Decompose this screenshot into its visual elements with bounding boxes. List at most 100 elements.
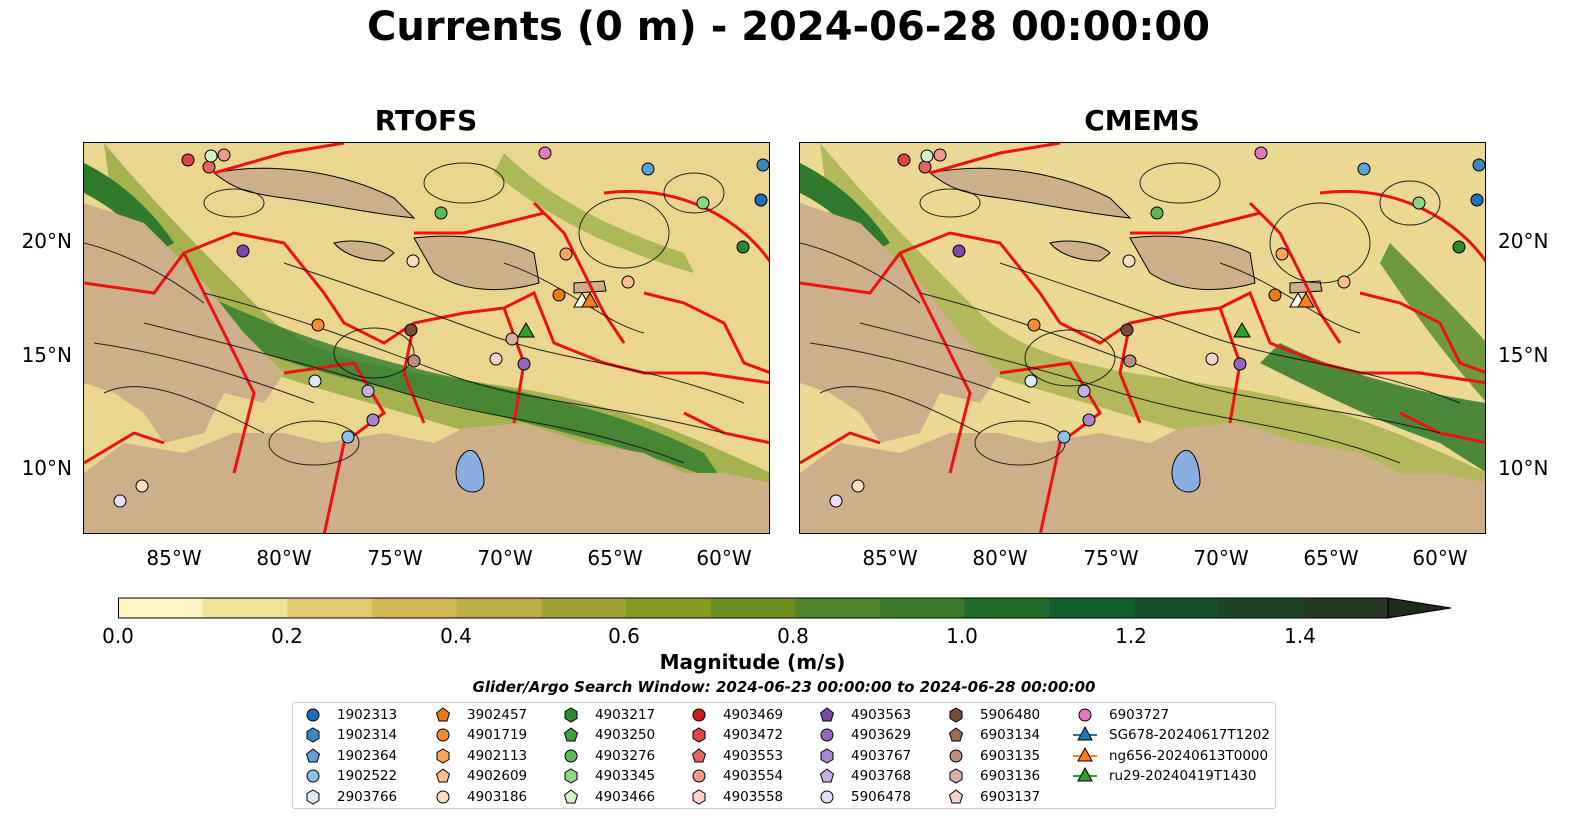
hexagon-marker-icon xyxy=(949,768,963,784)
rtofs-map[interactable] xyxy=(83,142,770,534)
legend-item-label: 4903217 xyxy=(595,707,656,723)
lat-label-15n-right: 15°N xyxy=(1498,343,1549,367)
circle-marker-icon xyxy=(949,749,963,763)
pentagon-marker-icon xyxy=(435,707,451,722)
lat-label-20n-right: 20°N xyxy=(1498,229,1549,253)
circle-marker-icon xyxy=(306,769,320,783)
legend-item-label: 4903563 xyxy=(851,707,912,723)
colorbar-segment xyxy=(964,598,1050,618)
pentagon-marker-icon xyxy=(691,748,707,763)
legend-item-label: 1902522 xyxy=(337,768,398,784)
legend-item-label: 4903469 xyxy=(723,707,784,723)
legend-item-label: 6903136 xyxy=(980,768,1041,784)
legend-item-label: 5906478 xyxy=(851,789,912,805)
legend-item-label: 4903466 xyxy=(595,789,656,805)
triangle-line-marker-icon xyxy=(1073,766,1097,782)
legend-item-label: 4903767 xyxy=(851,748,912,764)
hexagon-marker-icon xyxy=(692,789,706,805)
legend-item-label: 1902314 xyxy=(337,727,398,743)
lat-label-20n-left: 20°N xyxy=(21,229,72,253)
circle-marker-icon xyxy=(564,749,578,763)
colorbar-segment xyxy=(541,598,627,618)
rtofs-map-canvas xyxy=(84,143,769,533)
colorbar-segment xyxy=(880,598,966,618)
pentagon-marker-icon xyxy=(948,727,964,742)
lon-label-75w-rtofs: 75°W xyxy=(367,546,423,570)
legend-item-label: 6903137 xyxy=(980,789,1041,805)
legend-item-label: 1902364 xyxy=(337,748,398,764)
colorbar-segment xyxy=(626,598,712,618)
colorbar-tick-7: 1.4 xyxy=(1284,624,1316,648)
lat-label-15n-left: 15°N xyxy=(21,343,72,367)
circle-marker-icon xyxy=(436,790,450,804)
colorbar-segment xyxy=(795,598,881,618)
lat-label-10n-left: 10°N xyxy=(21,456,72,480)
legend-item-label: 2903766 xyxy=(337,789,398,805)
colorbar-extend-arrow xyxy=(1387,597,1452,619)
triangle-line-marker-icon xyxy=(1073,725,1097,741)
legend-item-label: 4903768 xyxy=(851,768,912,784)
lat-label-10n-right: 10°N xyxy=(1498,456,1549,480)
hexagon-marker-icon xyxy=(820,748,834,764)
lon-label-70w-rtofs: 70°W xyxy=(477,546,533,570)
lon-label-85w-cmems: 85°W xyxy=(862,546,918,570)
legend-item-label: SG678-20240617T1202 xyxy=(1109,727,1270,743)
legend-item-label: 4902609 xyxy=(467,768,528,784)
colorbar-segment xyxy=(710,598,796,618)
lon-label-65w-cmems: 65°W xyxy=(1303,546,1359,570)
hexagon-marker-icon xyxy=(692,727,706,743)
legend-item-label: 6903134 xyxy=(980,727,1041,743)
colorbar-tick-1: 0.2 xyxy=(271,624,303,648)
legend-item-label: ru29-20240419T1430 xyxy=(1109,768,1257,784)
legend-item-label: 3902457 xyxy=(467,707,528,723)
legend-item-label: 5906480 xyxy=(980,707,1041,723)
hexagon-marker-icon xyxy=(949,707,963,723)
triangle-line-marker-icon xyxy=(1073,746,1097,762)
legend-item-label: 4903186 xyxy=(467,789,528,805)
pentagon-marker-icon xyxy=(819,707,835,722)
colorbar-segment xyxy=(1134,598,1220,618)
legend-item-label: 6903727 xyxy=(1109,707,1170,723)
circle-marker-icon xyxy=(820,790,834,804)
hexagon-marker-icon xyxy=(306,727,320,743)
circle-marker-icon xyxy=(1078,708,1092,722)
pentagon-marker-icon xyxy=(563,789,579,804)
colorbar-segment xyxy=(1218,598,1304,618)
colorbar-segment xyxy=(456,598,542,618)
colorbar-segment xyxy=(1303,598,1389,618)
lon-label-60w-rtofs: 60°W xyxy=(696,546,752,570)
legend-item-label: 4903629 xyxy=(851,727,912,743)
circle-marker-icon xyxy=(692,769,706,783)
pentagon-marker-icon xyxy=(819,768,835,783)
hexagon-marker-icon xyxy=(564,707,578,723)
colorbar-segment xyxy=(287,598,373,618)
cmems-map[interactable] xyxy=(799,142,1486,534)
circle-marker-icon xyxy=(306,708,320,722)
legend-item-label: ng656-20240613T0000 xyxy=(1109,748,1269,764)
circle-marker-icon xyxy=(820,728,834,742)
pentagon-marker-icon xyxy=(948,789,964,804)
legend-item-label: 4901719 xyxy=(467,727,528,743)
colorbar-segment xyxy=(1049,598,1135,618)
colorbar-tick-5: 1.0 xyxy=(946,624,978,648)
hexagon-marker-icon xyxy=(306,789,320,805)
colorbar-segment xyxy=(118,598,204,618)
legend-item-label: 4903276 xyxy=(595,748,656,764)
colorbar-tick-4: 0.8 xyxy=(777,624,809,648)
lon-label-85w-rtofs: 85°W xyxy=(146,546,202,570)
search-window-text: Glider/Argo Search Window: 2024-06-23 00… xyxy=(472,678,1096,696)
lon-label-70w-cmems: 70°W xyxy=(1193,546,1249,570)
legend-item-label: 4903554 xyxy=(723,768,784,784)
legend: 1902313 1902314 1902364 1902522 2903766 39024… xyxy=(292,702,1276,809)
rtofs-panel-title: RTOFS xyxy=(374,104,478,137)
magnitude-colorbar xyxy=(118,597,1452,619)
pentagon-marker-icon xyxy=(563,727,579,742)
legend-item-label: 6903135 xyxy=(980,748,1041,764)
colorbar-border xyxy=(118,597,1389,619)
colorbar-tick-2: 0.4 xyxy=(440,624,472,648)
legend-item-label: 1902313 xyxy=(337,707,398,723)
main-title: Currents (0 m) - 2024-06-28 00:00:00 xyxy=(367,4,1210,50)
legend-item-label: 4903345 xyxy=(595,768,656,784)
colorbar-tick-3: 0.6 xyxy=(608,624,640,648)
cmems-map-canvas xyxy=(800,143,1485,533)
